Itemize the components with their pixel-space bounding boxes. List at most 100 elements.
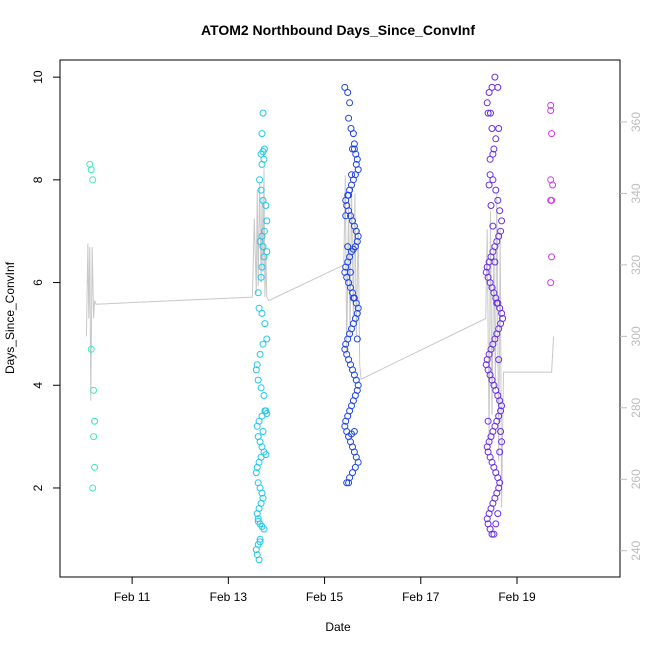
- data-point: [350, 428, 358, 435]
- data-point: [487, 109, 494, 117]
- data-point: [252, 546, 260, 554]
- data-point: [491, 258, 499, 266]
- data-point: [489, 222, 497, 230]
- data-point: [253, 463, 261, 471]
- y2-axis: 240 260 280 300 320 340 360: [620, 112, 643, 561]
- data-point: [498, 402, 506, 410]
- data-point: [343, 479, 351, 487]
- y-axis: 2 4 6 8 10: [31, 70, 60, 491]
- y-axis-label: Days_Since_ConvInf: [3, 261, 17, 374]
- data-point: [89, 176, 97, 184]
- data-point: [483, 443, 491, 451]
- data-point: [494, 196, 502, 204]
- data-point: [354, 232, 362, 240]
- y-tick-label: 10: [31, 70, 45, 84]
- data-point: [345, 479, 353, 487]
- data-point: [492, 186, 500, 194]
- data-point: [254, 289, 262, 297]
- data-point: [261, 407, 269, 415]
- data-point: [494, 83, 502, 91]
- data-point: [349, 145, 356, 153]
- data-point: [488, 530, 496, 538]
- data-point: [353, 335, 361, 343]
- y2-tick-label: 300: [629, 326, 643, 346]
- data-point: [89, 484, 97, 492]
- data-point: [548, 253, 556, 261]
- data-point: [483, 356, 491, 364]
- data-point: [485, 89, 493, 96]
- data-point: [497, 428, 505, 435]
- data-point: [252, 366, 260, 374]
- data-point: [257, 384, 265, 392]
- data-point: [483, 99, 491, 107]
- data-point: [256, 350, 264, 358]
- data-point: [257, 186, 265, 194]
- data-point: [260, 525, 268, 533]
- data-point: [495, 125, 503, 132]
- y-tick-label: 2: [31, 484, 45, 491]
- data-point: [342, 196, 350, 204]
- y-tick-label: 4: [31, 382, 45, 389]
- line-layer: [85, 168, 555, 508]
- data-point: [259, 109, 267, 117]
- data-point: [258, 160, 266, 168]
- x-tick-label: Feb 13: [210, 590, 248, 604]
- data-point: [348, 171, 355, 179]
- y2-tick-label: 260: [629, 469, 643, 489]
- data-point: [259, 428, 267, 435]
- data-point: [489, 150, 497, 158]
- data-point: [494, 510, 502, 518]
- data-point: [498, 309, 506, 317]
- y2-tick-label: 320: [629, 255, 643, 275]
- data-point: [256, 176, 264, 184]
- data-point: [353, 155, 361, 163]
- data-point: [493, 299, 501, 307]
- data-point: [260, 392, 268, 399]
- data-point: [257, 273, 265, 281]
- data-point: [351, 463, 359, 471]
- data-point: [262, 202, 270, 209]
- data-point: [548, 130, 556, 138]
- data-point: [87, 345, 95, 353]
- x-tick-label: Feb 19: [498, 590, 536, 604]
- data-point: [350, 145, 358, 153]
- data-point: [263, 217, 271, 225]
- data-point: [349, 294, 357, 302]
- data-point: [485, 181, 493, 189]
- data-point: [258, 489, 266, 497]
- y2-tick-label: 240: [629, 540, 643, 560]
- x-tick-label: Feb 11: [114, 590, 151, 604]
- plot-frame: [59, 59, 621, 578]
- y2-tick-label: 340: [629, 183, 643, 203]
- data-point: [488, 83, 496, 91]
- data-point: [484, 109, 492, 117]
- y-tick-label: 8: [31, 176, 45, 183]
- data-point: [259, 340, 267, 348]
- data-point: [259, 148, 267, 156]
- data-point: [347, 268, 354, 276]
- data-point: [496, 448, 504, 456]
- data-point: [87, 166, 95, 174]
- data-point: [487, 202, 495, 209]
- data-point: [345, 191, 353, 199]
- data-point: [91, 417, 99, 425]
- data-point: [349, 130, 357, 138]
- data-point: [490, 145, 498, 153]
- data-point: [492, 135, 500, 143]
- data-point: [354, 381, 362, 389]
- data-point: [344, 243, 352, 251]
- chart-title: ATOM2 Northbound Days_Since_ConvInf: [201, 22, 475, 38]
- data-point: [486, 171, 494, 179]
- data-point: [490, 530, 498, 538]
- data-point: [496, 479, 504, 487]
- data-point: [349, 469, 356, 477]
- y-tick-label: 6: [31, 279, 45, 286]
- data-point: [86, 160, 94, 168]
- data-point: [259, 196, 267, 204]
- data-point: [342, 417, 350, 425]
- data-point: [547, 196, 555, 204]
- series-line: [85, 168, 555, 508]
- data-point: [263, 335, 271, 343]
- data-point: [495, 356, 503, 364]
